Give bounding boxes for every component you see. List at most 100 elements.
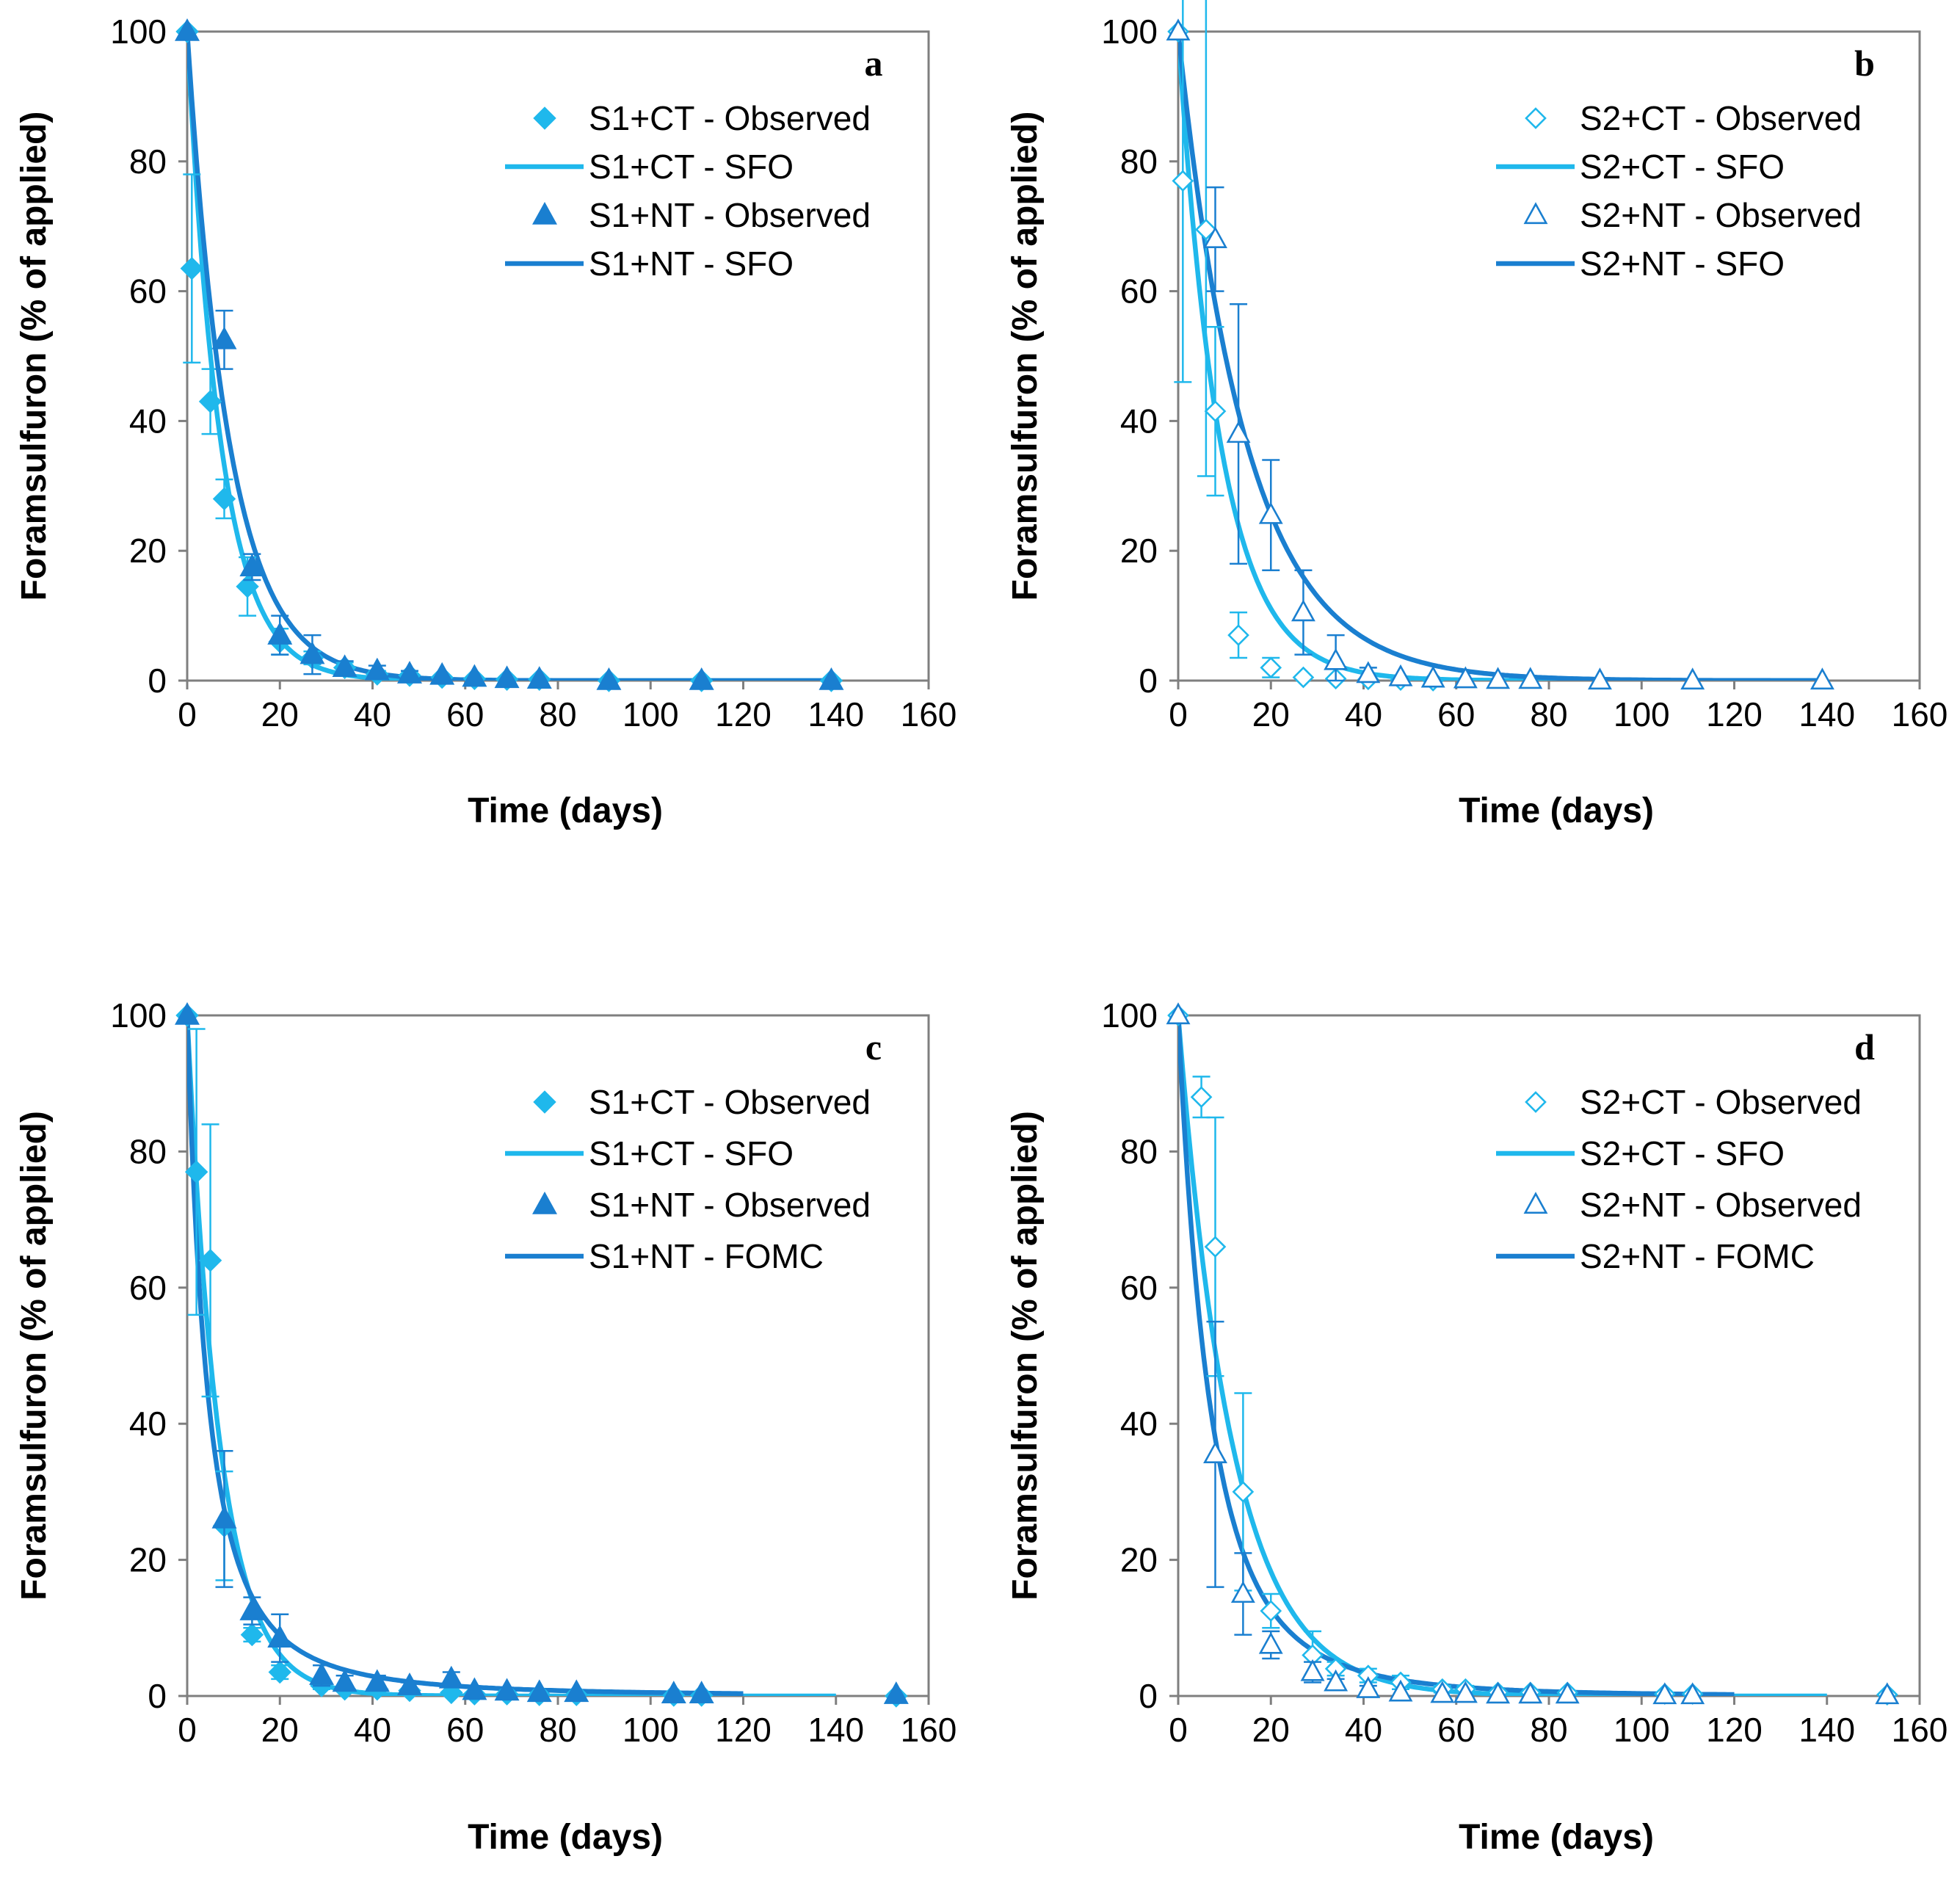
panel-d-legend-label: S2+NT - Observed (1580, 1186, 1862, 1224)
panel-b-y-tick-label: 80 (1120, 142, 1158, 181)
panel-d-series-ct-observed-point (1204, 1236, 1227, 1258)
panel-b-x-axis-title: Time (days) (1459, 791, 1654, 830)
panel-d-series-nt-observed-point (1230, 1581, 1255, 1603)
panel-a-series-ct-observed-point (212, 487, 236, 511)
panel-a-series-nt-observed-point (494, 665, 520, 689)
panel-b-x-tick-label: 160 (1892, 695, 1948, 733)
panel-d-series-ct-observed-point (1190, 1086, 1213, 1109)
panel-a-series-nt-observed-point (239, 554, 265, 577)
panel-a-series-nt-observed-point (526, 666, 552, 689)
panel-b-panel-letter: b (1854, 43, 1875, 84)
panel-d-y-tick-label: 20 (1120, 1541, 1158, 1579)
panel-c: 0 20 40 60 80 100 120 140 160 0 20 40 60 80 100 Time (d… (15, 996, 957, 1857)
panel-c-x-tick-label: 100 (623, 1711, 679, 1749)
panel-b-series-nt-observed-point (1324, 648, 1349, 670)
panel-d-series-nt-observed-point (1875, 1682, 1900, 1705)
panel-c-x-tick-label: 160 (901, 1711, 957, 1749)
panel-b: 0 20 40 60 80 100 120 140 160 0 20 40 60 80 100 Time (d… (1006, 0, 1948, 830)
panel-d-y-tick-label: 0 (1139, 1677, 1158, 1715)
panel-c-x-tick-label: 80 (539, 1711, 576, 1749)
panel-a-series-ct-observed-point (198, 390, 222, 413)
panel-b-legend-label: S2+NT - SFO (1580, 244, 1785, 283)
panel-a-y-tick-label: 80 (129, 142, 167, 181)
panel-b-series-nt-observed-point (1388, 664, 1413, 686)
panel-d-series-nt-observed-point (1453, 1681, 1478, 1703)
panel-d-legend-label: S2+CT - Observed (1580, 1083, 1862, 1121)
panel-c-y-tick-label: 60 (129, 1269, 167, 1307)
panel-b-y-tick-label: 100 (1101, 12, 1158, 51)
panel-a-legend-label: S1+CT - SFO (589, 148, 794, 186)
panel-c-x-tick-label: 140 (807, 1711, 864, 1749)
panel-c-legend-label: S1+NT - FOMC (589, 1237, 824, 1275)
panel-d-legend-swatch (1525, 1091, 1547, 1113)
panel-b-legend-label: S2+NT - Observed (1580, 196, 1862, 234)
panel-c-series-nt-observed-point (462, 1677, 487, 1700)
panel-b-series-nt-observed-point (1291, 599, 1315, 622)
panel-c-x-tick-label: 60 (446, 1711, 484, 1749)
panel-b-y-tick-label: 60 (1120, 272, 1158, 311)
panel-c-y-tick-label: 100 (110, 996, 167, 1034)
panel-a-x-tick-label: 80 (539, 695, 576, 733)
panel-a-y-tick-label: 60 (129, 272, 167, 311)
panel-b-series-ct-observed-point (1172, 170, 1194, 192)
panel-a-x-tick-label: 0 (178, 695, 197, 733)
panel-b-series-nt-observed-point (1680, 667, 1705, 690)
panel-a-series-nt-observed-point (462, 664, 487, 687)
panel-b-legend-swatch (1525, 107, 1547, 129)
panel-c-series-nt-observed-point (883, 1681, 909, 1704)
panel-b-y-axis-title: Foramsulfuron (% of applied) (1006, 112, 1045, 601)
panel-d-x-axis-title: Time (days) (1459, 1818, 1654, 1857)
panel-c-y-tick-label: 80 (129, 1132, 167, 1170)
panel-b-x-tick-label: 0 (1169, 695, 1188, 733)
panel-a-x-tick-label: 120 (715, 695, 772, 733)
panel-b-x-tick-label: 20 (1252, 695, 1290, 733)
panel-b-series-nt-observed-point (1453, 666, 1478, 689)
panel-b-x-tick-label: 80 (1530, 695, 1567, 733)
panel-d-panel-letter: d (1854, 1026, 1875, 1068)
panel-a-x-tick-label: 140 (807, 695, 864, 733)
panel-c-series-nt-observed-point (267, 1625, 293, 1648)
panel-b-series-nt-observed-point (1420, 665, 1445, 688)
panel-d-series-nt-observed-point (1652, 1682, 1677, 1705)
panel-b-series-ct-observed-point (1292, 666, 1315, 689)
panel-b-series-ct-observed-point (1260, 656, 1282, 679)
panel-a-series-nt-observed-point (267, 622, 293, 645)
panel-d-series-nt-observed-point (1518, 1681, 1543, 1704)
panel-b-x-tick-label: 100 (1614, 695, 1670, 733)
panel-d-y-axis-title: Foramsulfuron (% of applied) (1006, 1111, 1045, 1601)
panel-a-y-tick-label: 20 (129, 532, 167, 570)
panel-b-series-nt-observed-point (1486, 667, 1511, 689)
panel-a-x-tick-label: 40 (354, 695, 391, 733)
panel-a-series-nt-observed-point (364, 657, 390, 681)
panel-d-x-tick-label: 20 (1252, 1711, 1290, 1749)
panel-a-series-nt-observed-point (819, 667, 844, 690)
panel-a-panel-letter: a (865, 43, 883, 84)
panel-a-legend-swatch (532, 201, 557, 225)
panel-b-series-nt-observed-point (1166, 18, 1191, 41)
panel-b-series-nt-observed-point (1518, 667, 1543, 689)
panel-a-x-tick-label: 160 (901, 695, 957, 733)
panel-d-x-tick-label: 160 (1892, 1711, 1948, 1749)
panel-a-series-nt-observed-point (397, 661, 422, 684)
panel-d-x-tick-label: 80 (1530, 1711, 1567, 1749)
panel-c-x-tick-label: 0 (178, 1711, 197, 1749)
panel-c-x-tick-label: 120 (715, 1711, 772, 1749)
panel-d-series-nt-observed-point (1430, 1681, 1455, 1703)
panel-c-series-nt-observed-point (211, 1505, 237, 1529)
panel-c-y-axis-title: Foramsulfuron (% of applied) (15, 1111, 54, 1601)
panel-a-series-nt-observed-point (175, 18, 200, 41)
panel-c-x-axis-title: Time (days) (468, 1818, 663, 1857)
panel-b-legend-label: S2+CT - Observed (1580, 99, 1862, 137)
panel-a-legend-label: S1+CT - Observed (589, 99, 871, 137)
panel-c-series-ct-observed-point (198, 1249, 222, 1272)
panel-a-legend-label: S1+NT - SFO (589, 244, 794, 283)
panel-d-x-tick-label: 0 (1169, 1711, 1188, 1749)
panel-a-x-tick-label: 100 (623, 695, 679, 733)
panel-c-y-tick-label: 20 (129, 1541, 167, 1579)
panel-d-x-tick-label: 140 (1799, 1711, 1855, 1749)
panel-b-series-nt-observed-point (1258, 501, 1283, 524)
panel-a-y-tick-label: 100 (110, 12, 167, 51)
panel-b-series-nt-observed-point (1226, 421, 1251, 443)
panel-a-x-tick-label: 20 (261, 695, 299, 733)
panel-c-series-ct-observed-point (184, 1160, 208, 1184)
